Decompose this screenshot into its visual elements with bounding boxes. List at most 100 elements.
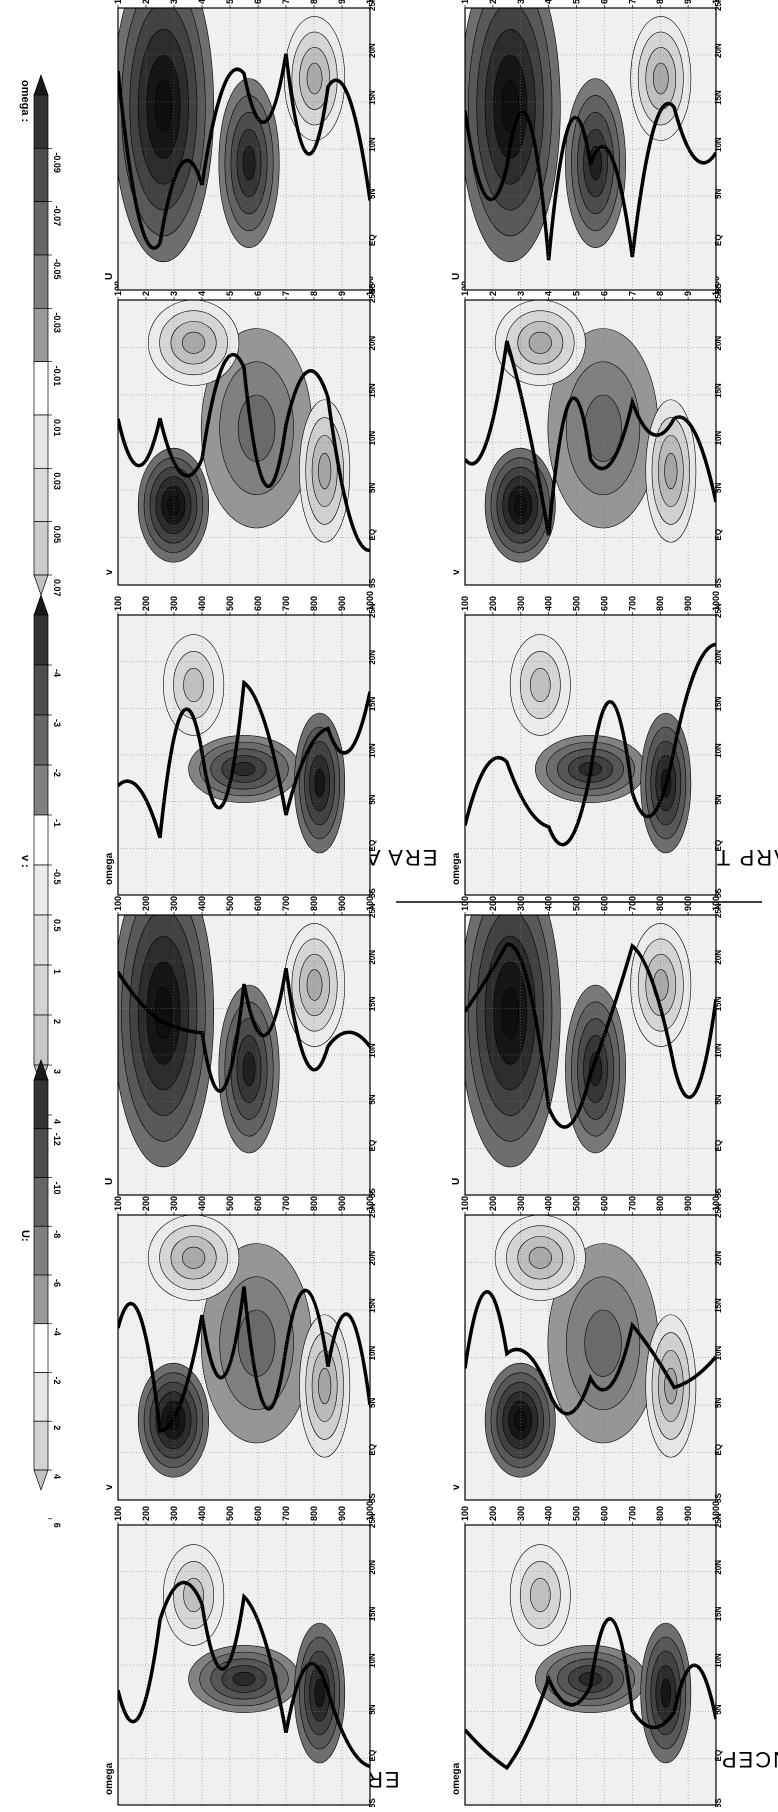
latitude-tick-label: 5S — [368, 888, 377, 898]
pressure-tick-label: 1000 — [365, 891, 375, 911]
latitude-tick-label: EQ — [368, 234, 377, 246]
latitude-tick-label: 25N — [714, 1203, 723, 1218]
zero-contour — [118, 967, 370, 1093]
pressure-tick-label: 1000 — [711, 591, 721, 611]
pressure-tick-label: 300 — [516, 896, 526, 911]
contour-region — [232, 1671, 256, 1687]
contour-region — [154, 80, 173, 133]
omega-colorbar-segment — [33, 521, 49, 576]
latitude-tick-label: 5S — [368, 1798, 377, 1807]
pressure-tick-label: 900 — [683, 1506, 693, 1521]
panel-variable-label: U — [104, 1178, 115, 1185]
pressure-tick-label: 600 — [599, 896, 609, 911]
contour-region — [232, 761, 256, 777]
latitude-tick-label: 20N — [714, 650, 723, 665]
pressure-tick-label: 500 — [572, 0, 582, 4]
latitude-tick-label: 5N — [368, 483, 377, 493]
panel-variable-label: v — [104, 1484, 115, 1490]
latitude-tick-label: 10N — [368, 743, 377, 758]
u-colorbar-segment — [33, 1274, 49, 1325]
v-colorbar-tick-label: 1 — [52, 969, 62, 974]
pressure-tick-label: 100 — [113, 896, 123, 911]
latitude-tick-label: 25N — [714, 903, 723, 918]
latitude-tick-label: EQ — [368, 529, 377, 541]
panel-variable-label: omega — [104, 852, 115, 885]
contour-region — [318, 452, 332, 490]
pressure-tick-label: 900 — [683, 896, 693, 911]
u-colorbar-tick-label: 2 — [52, 1425, 62, 1430]
contour-region — [181, 331, 206, 354]
pressure-tick-label: 500 — [225, 896, 235, 911]
pressure-tick-label: 800 — [309, 896, 319, 911]
latitude-tick-label: EQ — [368, 1750, 377, 1762]
zero-contour — [118, 353, 370, 552]
panel-variable-label: omega — [104, 1762, 115, 1795]
pressure-tick-label: 600 — [253, 1506, 263, 1521]
omega-colorbar-segment — [33, 361, 49, 416]
pressure-tick-label: 400 — [197, 1196, 207, 1211]
panel-variable-label: U — [451, 1178, 462, 1185]
u-colorbar-segment — [33, 1079, 49, 1130]
pressure-tick-label: 700 — [281, 896, 291, 911]
pressure-tick-label: 700 — [281, 1506, 291, 1521]
u-colorbar-tick-label: -6 — [52, 1279, 62, 1287]
pressure-tick-label: 800 — [309, 0, 319, 4]
contour-region — [318, 1367, 332, 1405]
pressure-tick-label: 400 — [544, 1196, 554, 1211]
pressure-tick-label: 300 — [169, 0, 179, 4]
zero-contour — [118, 1286, 370, 1433]
u-colorbar-segment — [33, 1225, 49, 1276]
contour-region — [528, 331, 552, 354]
latitude-tick-label: 5S — [714, 283, 723, 293]
pressure-tick-label: 1000 — [711, 891, 721, 911]
pressure-tick-label: 300 — [169, 1506, 179, 1521]
latitude-tick-label: EQ — [714, 1140, 723, 1152]
u-colorbar-tick-label: -2 — [52, 1377, 62, 1385]
pressure-tick-label: 600 — [253, 0, 263, 4]
pressure-tick-label: 600 — [599, 0, 609, 4]
latitude-tick-label: 5N — [368, 1398, 377, 1408]
latitude-tick-label: 15N — [368, 1298, 377, 1313]
omega-colorbar-segment — [33, 73, 49, 96]
contour-region — [154, 987, 173, 1039]
panel-variable-label: omega — [451, 1762, 462, 1795]
omega-colorbar: -0.09 -0.07 -0.05 -0.03 -0.01 0.01 0.03 0.05 0.0… — [19, 73, 62, 597]
latitude-tick-label: 10N — [714, 137, 723, 152]
latitude-tick-label: EQ — [714, 234, 723, 246]
latitude-tick-label: 15N — [368, 996, 377, 1011]
pressure-tick-label: 300 — [516, 1506, 526, 1521]
pressure-tick-label: 600 — [253, 1196, 263, 1211]
latitude-tick-label: 5N — [714, 483, 723, 493]
contour-region — [181, 1246, 206, 1269]
zero-contour — [465, 642, 716, 847]
pressure-tick-label: 800 — [655, 896, 665, 911]
pressure-tick-label: 800 — [655, 1196, 665, 1211]
panel-omega-0: 100 200 300 400 500 600 700 800 900 1000 5S EQ 5N 10N… — [104, 591, 377, 898]
u-colorbar-segment — [33, 1177, 49, 1227]
u-colorbar-segment — [33, 1372, 49, 1422]
omega-colorbar-tick-label: -0.09 — [52, 152, 62, 173]
pressure-tick-label: 800 — [655, 0, 665, 4]
latitude-tick-label: 15N — [368, 1606, 377, 1621]
omega-colorbar-segment — [33, 467, 49, 523]
contour-region — [528, 1246, 552, 1269]
contour-region — [501, 80, 519, 133]
latitude-tick-label: 20N — [368, 950, 377, 965]
latitude-tick-label: 5S — [714, 1188, 723, 1198]
omega-colorbar-segment — [33, 414, 49, 469]
v-colorbar-tick-label: -0.5 — [52, 869, 62, 885]
panel-variable-label: U — [451, 273, 462, 280]
omega-colorbar-tick-label: -0.07 — [52, 206, 62, 227]
omega-colorbar-tick-label: 0.01 — [52, 419, 62, 437]
pressure-tick-label: 1000 — [711, 1501, 721, 1521]
pressure-tick-label: 800 — [309, 1196, 319, 1211]
pressure-tick-label: 1000 — [365, 591, 375, 611]
latitude-tick-label: 5N — [368, 189, 377, 199]
latitude-tick-label: 15N — [368, 383, 377, 398]
zero-contour — [118, 1580, 370, 1769]
pressure-tick-label: 100 — [113, 1196, 123, 1211]
